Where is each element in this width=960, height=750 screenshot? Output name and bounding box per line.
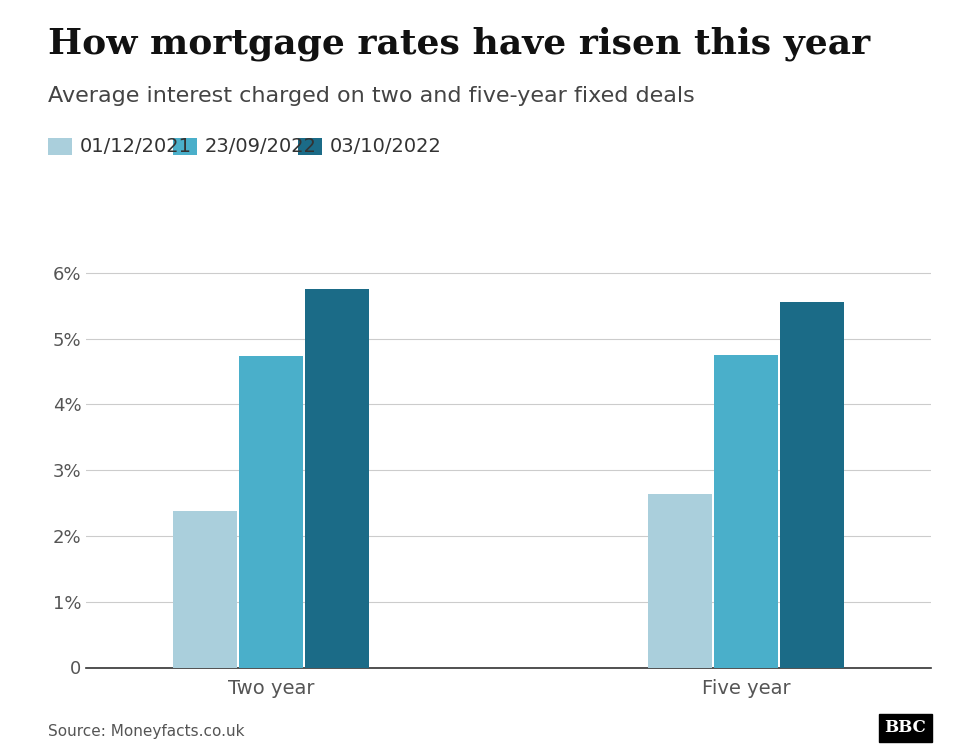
Bar bbox=[305, 290, 370, 668]
Bar bbox=[239, 356, 303, 668]
Text: Source: Moneyfacts.co.uk: Source: Moneyfacts.co.uk bbox=[48, 724, 245, 739]
Bar bbox=[714, 355, 779, 668]
Bar bbox=[648, 494, 712, 668]
Text: Average interest charged on two and five-year fixed deals: Average interest charged on two and five… bbox=[48, 86, 695, 106]
Text: 01/12/2021: 01/12/2021 bbox=[80, 136, 192, 156]
Text: 23/09/2022: 23/09/2022 bbox=[204, 136, 317, 156]
Bar bbox=[780, 302, 845, 668]
Text: How mortgage rates have risen this year: How mortgage rates have risen this year bbox=[48, 26, 870, 61]
Text: BBC: BBC bbox=[885, 719, 926, 736]
Text: 03/10/2022: 03/10/2022 bbox=[329, 136, 442, 156]
Bar bbox=[173, 511, 237, 668]
